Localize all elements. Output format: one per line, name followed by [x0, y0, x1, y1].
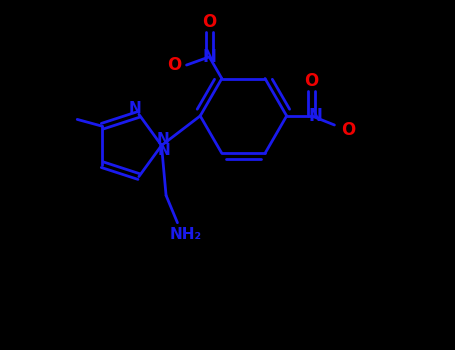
Text: N: N — [157, 144, 170, 159]
Text: N: N — [202, 48, 216, 66]
Text: NH₂: NH₂ — [170, 226, 202, 242]
Text: N: N — [308, 107, 322, 125]
Text: N: N — [157, 133, 169, 147]
Text: O: O — [341, 120, 355, 139]
Text: O: O — [167, 56, 181, 74]
Text: O: O — [304, 72, 319, 90]
Text: O: O — [202, 13, 217, 31]
Text: N: N — [129, 102, 142, 116]
